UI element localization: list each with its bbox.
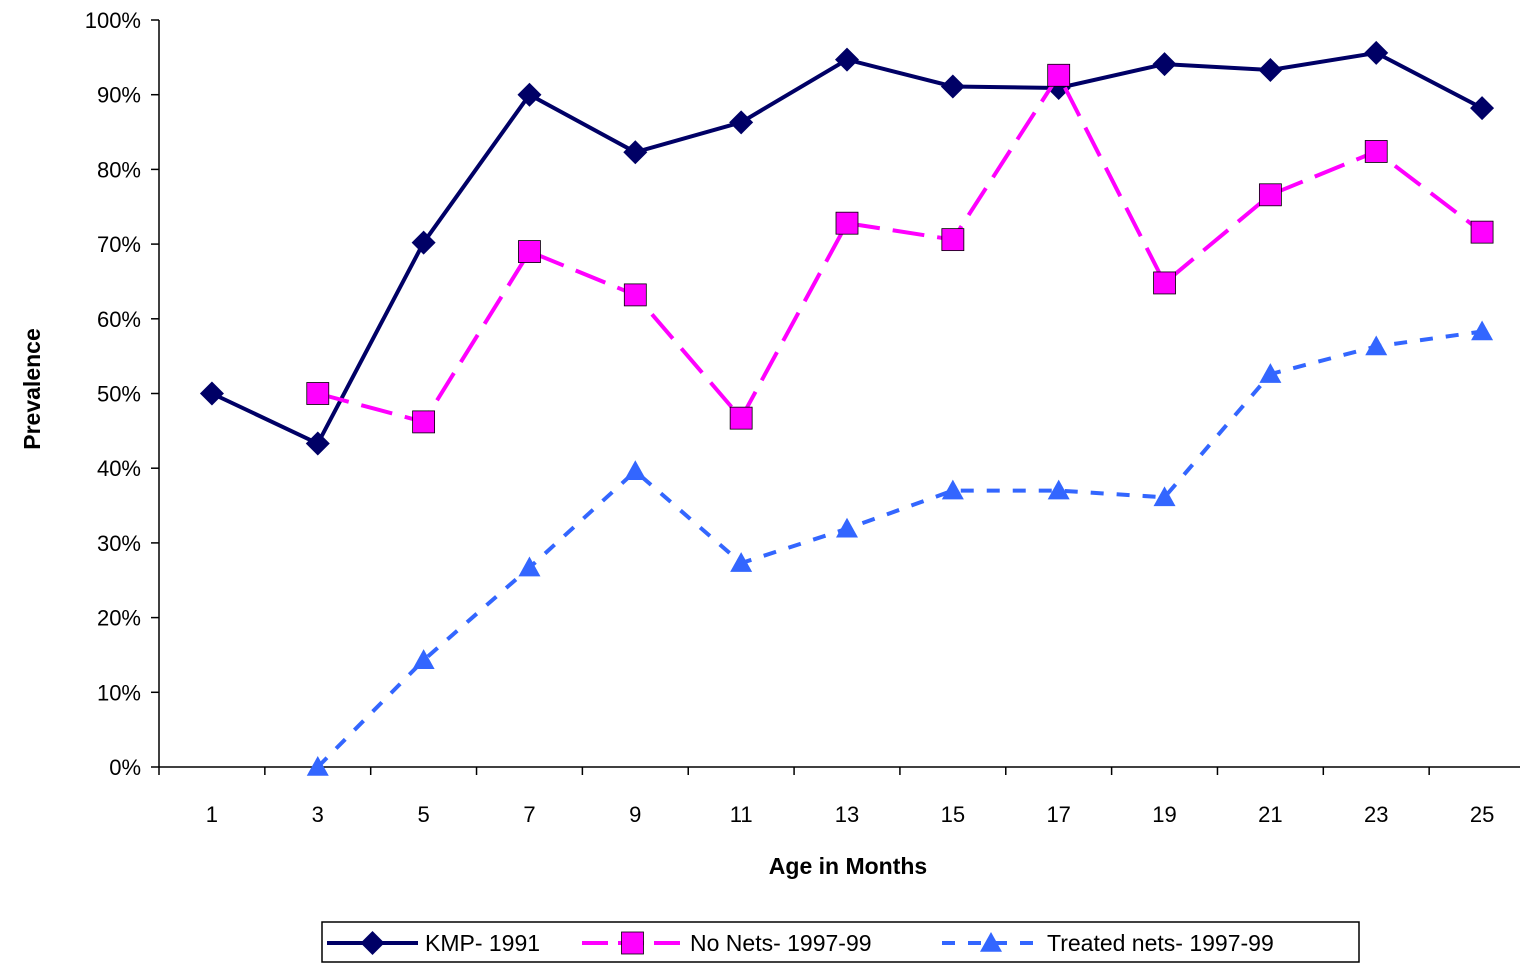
series-2 (306, 63, 1494, 434)
data-point (1153, 486, 1176, 507)
legend-item-2: No Nets- 1997-99 (582, 930, 872, 956)
data-point (1471, 320, 1494, 341)
x-tick-labels: 1 3 5 7 9 11 13 15 17 19 21 23 25 (206, 802, 1495, 827)
y-tick-labels: 0% 10% 20% 30% 40% 50% 60% 70% 80% 90% 100% (85, 8, 141, 780)
data-point (729, 406, 753, 430)
data-point (730, 552, 753, 572)
data-point (518, 240, 541, 263)
legend-marker (980, 932, 1002, 952)
data-point (305, 431, 330, 456)
data-point (624, 460, 647, 480)
data-point (412, 649, 435, 669)
data-point (1153, 271, 1176, 295)
data-point (835, 211, 859, 235)
x-tick-label: 23 (1364, 802, 1388, 827)
y-tick-label: 60% (97, 307, 141, 332)
legend-label: Treated nets- 1997-99 (1047, 930, 1274, 956)
data-point (940, 74, 965, 99)
data-point (1365, 335, 1388, 356)
series-line (317, 71, 1484, 425)
data-point (1364, 140, 1388, 163)
x-tick-label: 21 (1258, 802, 1282, 827)
legend: KMP- 1991 No Nets- 1997-99 Treated nets- 1… (321, 921, 1360, 963)
data-point (1258, 183, 1282, 207)
data-point (729, 110, 754, 135)
data-point (518, 556, 541, 577)
x-tick-label: 7 (523, 802, 535, 827)
x-tick-label: 3 (312, 802, 324, 827)
data-point (1152, 52, 1177, 77)
data-point (1364, 40, 1389, 65)
data-point (1470, 220, 1494, 244)
y-tick-label: 0% (109, 755, 141, 780)
legend-box (321, 921, 1360, 963)
x-tick-label: 19 (1152, 802, 1176, 827)
data-point (199, 381, 224, 406)
x-tick-label: 25 (1470, 802, 1494, 827)
data-point (1047, 63, 1071, 87)
data-point (1470, 96, 1495, 121)
legend-label: No Nets- 1997-99 (690, 930, 872, 956)
data-point (623, 140, 648, 165)
data-point (1258, 58, 1283, 83)
x-tick-label: 11 (730, 802, 753, 827)
y-axis-title: Prevalence (19, 328, 45, 449)
data-point (306, 756, 329, 776)
y-tick-label: 10% (97, 680, 141, 705)
legend-label: KMP- 1991 (425, 930, 540, 956)
legend-marker (621, 931, 644, 955)
y-tick-label: 40% (97, 456, 141, 481)
series-1 (199, 40, 1495, 456)
series-3 (306, 320, 1494, 776)
data-point (941, 228, 965, 252)
y-tick-label: 80% (97, 157, 141, 182)
data-point (836, 517, 858, 538)
x-axis-title: Age in Months (769, 853, 927, 879)
data-point (623, 283, 647, 307)
x-tick-label: 1 (206, 802, 218, 827)
data-point (412, 410, 436, 434)
series-line (316, 329, 1483, 769)
data-point (411, 230, 436, 255)
x-tick-label: 5 (417, 802, 429, 827)
y-tick-label: 20% (97, 606, 141, 631)
data-point (941, 479, 964, 500)
data-point (1047, 479, 1070, 500)
legend-item-1: KMP- 1991 (327, 930, 540, 956)
y-tick-label: 50% (97, 382, 141, 407)
y-tick-label: 70% (97, 232, 141, 257)
y-tick-label: 100% (85, 8, 141, 33)
data-point (835, 47, 859, 72)
y-tick-label: 90% (97, 83, 141, 108)
x-tick-label: 13 (835, 802, 859, 827)
data-point (306, 382, 330, 405)
x-tick-label: 15 (941, 802, 965, 827)
x-tick-label: 9 (629, 802, 641, 827)
legend-item-3: Treated nets- 1997-99 (942, 930, 1274, 956)
axes (151, 19, 1520, 775)
y-tick-label: 30% (97, 531, 141, 556)
series-line (211, 50, 1484, 447)
data-point (517, 82, 542, 107)
series-layer (199, 40, 1495, 776)
legend-marker (360, 931, 385, 955)
x-tick-label: 17 (1046, 802, 1070, 827)
data-point (1259, 363, 1282, 383)
